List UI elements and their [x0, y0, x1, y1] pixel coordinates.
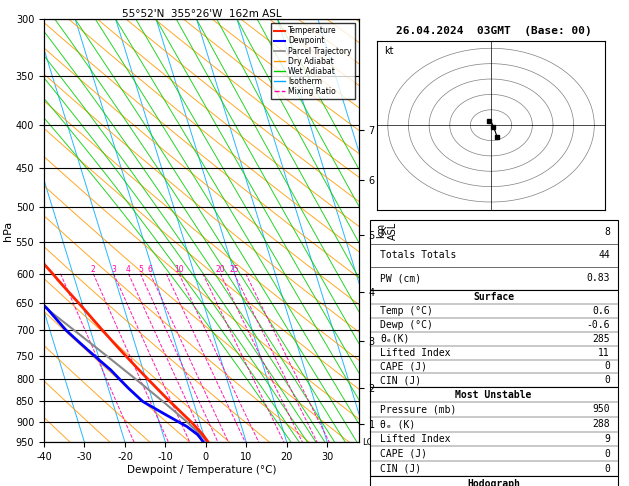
Text: Lifted Index: Lifted Index: [380, 347, 450, 358]
Text: Dewp (°C): Dewp (°C): [380, 320, 433, 330]
Text: Totals Totals: Totals Totals: [380, 250, 457, 260]
Text: CIN (J): CIN (J): [380, 375, 421, 385]
Text: 5: 5: [138, 265, 143, 274]
Text: Hodograph: Hodograph: [467, 479, 520, 486]
Text: 9: 9: [604, 434, 610, 444]
Text: 0.83: 0.83: [586, 274, 610, 283]
Text: 950: 950: [592, 404, 610, 415]
Text: CAPE (J): CAPE (J): [380, 362, 427, 371]
Text: 285: 285: [592, 334, 610, 344]
Text: CIN (J): CIN (J): [380, 464, 421, 474]
Y-axis label: km
ASL: km ASL: [376, 222, 398, 240]
Text: 25: 25: [230, 265, 239, 274]
Text: 0.6: 0.6: [592, 306, 610, 316]
Text: CAPE (J): CAPE (J): [380, 449, 427, 459]
Text: 0: 0: [604, 362, 610, 371]
Text: 26.04.2024  03GMT  (Base: 00): 26.04.2024 03GMT (Base: 00): [396, 26, 591, 36]
Text: 288: 288: [592, 419, 610, 429]
Text: Lifted Index: Lifted Index: [380, 434, 450, 444]
Text: kt: kt: [384, 46, 394, 56]
Text: 0: 0: [604, 449, 610, 459]
X-axis label: Dewpoint / Temperature (°C): Dewpoint / Temperature (°C): [126, 465, 276, 475]
Text: θₑ(K): θₑ(K): [380, 334, 409, 344]
Text: 8: 8: [604, 227, 610, 237]
Text: 20: 20: [216, 265, 225, 274]
Text: 6: 6: [148, 265, 153, 274]
Text: 2: 2: [91, 265, 96, 274]
Text: Surface: Surface: [473, 292, 514, 302]
Text: 10: 10: [174, 265, 184, 274]
Text: 44: 44: [598, 250, 610, 260]
Y-axis label: hPa: hPa: [3, 221, 13, 241]
Text: Most Unstable: Most Unstable: [455, 390, 532, 399]
Text: 0: 0: [604, 464, 610, 474]
Text: 3: 3: [111, 265, 116, 274]
Text: K: K: [380, 227, 386, 237]
Text: Pressure (mb): Pressure (mb): [380, 404, 457, 415]
Text: 4: 4: [126, 265, 131, 274]
Title: 55°52'N  355°26'W  162m ASL: 55°52'N 355°26'W 162m ASL: [121, 9, 281, 18]
Text: 11: 11: [598, 347, 610, 358]
Text: -0.6: -0.6: [586, 320, 610, 330]
Text: θₑ (K): θₑ (K): [380, 419, 415, 429]
Text: PW (cm): PW (cm): [380, 274, 421, 283]
Legend: Temperature, Dewpoint, Parcel Trajectory, Dry Adiabat, Wet Adiabat, Isotherm, Mi: Temperature, Dewpoint, Parcel Trajectory…: [271, 23, 355, 99]
Text: Temp (°C): Temp (°C): [380, 306, 433, 316]
Text: LCL: LCL: [362, 438, 377, 447]
Text: 0: 0: [604, 375, 610, 385]
